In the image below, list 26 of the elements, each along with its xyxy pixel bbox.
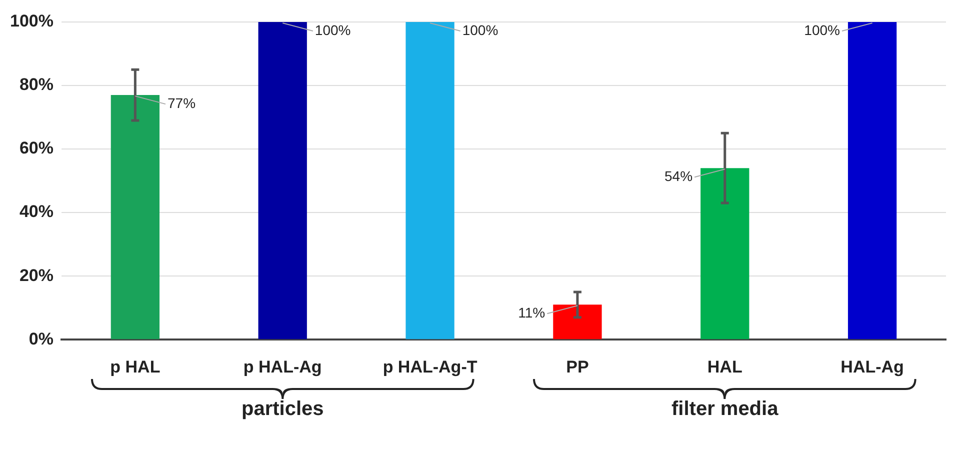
- text: filter media: [672, 398, 778, 421]
- x-tick-label: HAL-Ag: [840, 357, 904, 376]
- x-tick-label: PP: [566, 357, 589, 376]
- data-label: 100%: [804, 22, 840, 38]
- x-tick-label: p HAL-Ag-T: [382, 357, 478, 376]
- bar: [110, 95, 160, 340]
- y-tick-label: 40%: [19, 202, 54, 222]
- data-label: 100%: [314, 22, 351, 38]
- data-label: 11%: [518, 304, 546, 321]
- x-tick-label: p HAL-Ag: [243, 357, 322, 376]
- bar: [258, 22, 307, 340]
- data-label: 100%: [462, 22, 498, 38]
- bar: [848, 22, 897, 340]
- bar: [406, 22, 454, 340]
- data-label: 77%: [168, 94, 196, 111]
- y-tick-label: 80%: [19, 75, 54, 94]
- text: particles: [241, 398, 324, 421]
- y-tick-label: 0%: [28, 329, 54, 348]
- bar: [553, 304, 602, 340]
- y-tick-label: 20%: [19, 266, 54, 285]
- bar: [700, 168, 750, 340]
- x-tick-label: p HAL: [110, 357, 160, 376]
- data-label: 54%: [664, 168, 693, 184]
- y-tick-label: 60%: [19, 138, 54, 158]
- x-tick-label: HAL: [707, 357, 742, 376]
- y-tick-label: 100%: [10, 12, 54, 31]
